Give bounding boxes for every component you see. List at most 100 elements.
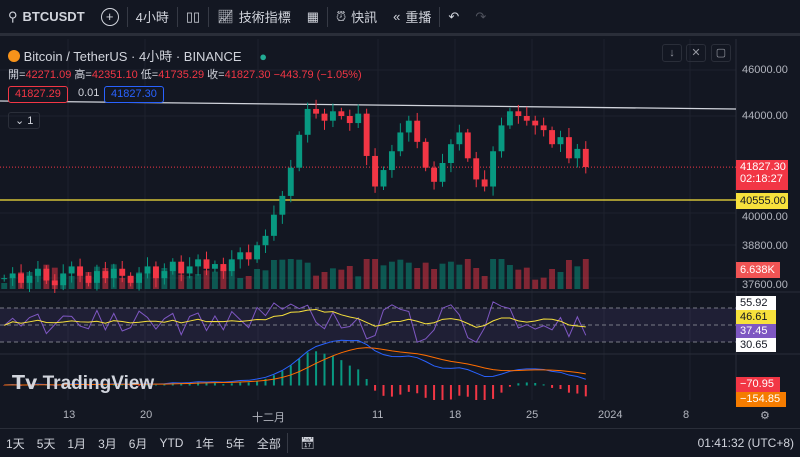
- axis-settings-button[interactable]: ⚙: [760, 409, 770, 422]
- time-tick: 13: [63, 409, 76, 421]
- range-all[interactable]: 全部: [256, 436, 281, 451]
- collapse-indicators-button[interactable]: ⌄ 1: [8, 112, 41, 129]
- volume-bar: [237, 278, 244, 289]
- range-6m[interactable]: 6月: [128, 436, 148, 451]
- range-1m[interactable]: 1月: [67, 436, 87, 451]
- divider: [208, 6, 210, 27]
- price-chart[interactable]: [0, 39, 800, 400]
- volume-bar: [532, 279, 539, 289]
- ohlc-values: 開=42271.09 高=42351.10 低=41735.29 收=41827…: [8, 69, 362, 81]
- rsi-lower-tag: 30.65: [736, 338, 776, 352]
- volume-bar: [195, 274, 202, 289]
- volume-bar: [431, 269, 438, 289]
- replay-button[interactable]: «重播: [393, 9, 432, 25]
- candle-body: [338, 111, 345, 116]
- macd-histogram-bar: [483, 385, 486, 400]
- range-ytd[interactable]: YTD: [159, 436, 184, 450]
- volume-bar: [329, 268, 336, 289]
- maximize-pane-button[interactable]: ▢: [711, 44, 731, 62]
- time-tick: 25: [526, 409, 539, 421]
- volume-bar: [161, 268, 168, 289]
- scroll-down-button[interactable]: ↓: [662, 44, 682, 62]
- candle-body: [397, 132, 404, 152]
- redo-button[interactable]: ↷: [467, 0, 494, 35]
- macd-histogram-bar: [517, 383, 520, 386]
- interval-button[interactable]: 4小時: [135, 10, 169, 25]
- macd-histogram-bar: [197, 382, 200, 386]
- volume-bar: [127, 276, 134, 289]
- indicators-button[interactable]: 📈︎ 技術指標: [217, 8, 291, 26]
- volume-bar: [422, 262, 429, 289]
- candle-body: [372, 155, 379, 187]
- range-1d[interactable]: 1天: [6, 436, 25, 451]
- macd-histogram-bar: [154, 384, 157, 386]
- macd-histogram-bar: [525, 382, 528, 386]
- signal-line: [4, 347, 586, 386]
- macd-histogram-bar: [272, 375, 275, 386]
- candle-body: [119, 268, 126, 276]
- volume-tag: 6.638K: [736, 262, 780, 278]
- undo-button[interactable]: ↶: [440, 0, 467, 35]
- volume-bar: [186, 276, 193, 289]
- volume-bar: [549, 269, 556, 289]
- candle-body: [186, 266, 193, 274]
- candle-body: [582, 148, 589, 168]
- goto-date-button[interactable]: 📅︎: [288, 436, 327, 450]
- candle-body: [144, 266, 151, 274]
- candle-body: [414, 120, 421, 142]
- bottom-toolbar: 1天 5天 1月 3月 6月 YTD 1年 5年 全部 📅︎ 01:41:32 …: [0, 428, 800, 457]
- macd-histogram-bar: [230, 383, 233, 386]
- range-5d[interactable]: 5天: [36, 436, 56, 451]
- macd-histogram-bar: [534, 382, 537, 386]
- collapse-pane-button[interactable]: ✕: [686, 44, 706, 62]
- volume-bar: [574, 266, 581, 289]
- sell-button[interactable]: 41827.29: [8, 86, 68, 103]
- volume-bar: [102, 268, 109, 289]
- macd-histogram-bar: [256, 380, 259, 386]
- candle-body: [490, 151, 497, 187]
- macd-histogram-bar: [87, 385, 90, 386]
- buy-button[interactable]: 41827.30: [104, 86, 164, 103]
- symbol-search[interactable]: ⚲ BTCUSDT: [8, 8, 85, 25]
- candle-body: [439, 163, 446, 182]
- volume-bar: [144, 272, 151, 289]
- volume-bar: [447, 261, 454, 289]
- candle-body: [506, 111, 513, 126]
- volume-bar: [136, 272, 143, 289]
- candle-body: [574, 148, 581, 159]
- macd-histogram-bar: [466, 385, 469, 397]
- time-tick: 11: [372, 409, 384, 421]
- macd-histogram-bar: [458, 385, 461, 396]
- volume-bar: [169, 264, 176, 289]
- candle-body: [447, 144, 454, 163]
- gear-icon: ⚙: [760, 410, 770, 422]
- alert-button[interactable]: ⏰︎ 快訊: [336, 8, 378, 26]
- layout-button[interactable]: ▦: [299, 0, 327, 35]
- macd-histogram-bar: [188, 383, 191, 386]
- candle-body: [481, 179, 488, 187]
- range-1y[interactable]: 1年: [195, 436, 215, 451]
- volume-bar: [338, 269, 345, 289]
- market-open-dot: ●: [259, 49, 268, 64]
- volume-bar: [228, 262, 235, 289]
- candle-body: [270, 214, 277, 236]
- range-3m[interactable]: 3月: [98, 436, 117, 451]
- chart-type-button[interactable]: ▯▯: [178, 0, 208, 35]
- compare-button[interactable]: +: [93, 0, 127, 35]
- volume-bar: [270, 260, 277, 289]
- candle-body: [557, 137, 564, 145]
- macd-histogram-bar: [331, 355, 334, 386]
- volume-bar: [152, 266, 159, 289]
- volume-bar: [405, 262, 412, 289]
- macd-histogram-bar: [374, 385, 377, 391]
- volume-bar: [380, 265, 387, 289]
- macd-histogram-bar: [264, 378, 267, 386]
- volume-bar: [211, 271, 218, 289]
- macd-histogram-bar: [584, 385, 587, 397]
- candle-body: [431, 167, 438, 182]
- candle-body: [211, 264, 218, 269]
- range-5y[interactable]: 5年: [226, 436, 245, 451]
- volume-bar: [262, 270, 269, 289]
- price-tick: 46000.00: [742, 64, 788, 76]
- macd-histogram-bar: [222, 384, 225, 386]
